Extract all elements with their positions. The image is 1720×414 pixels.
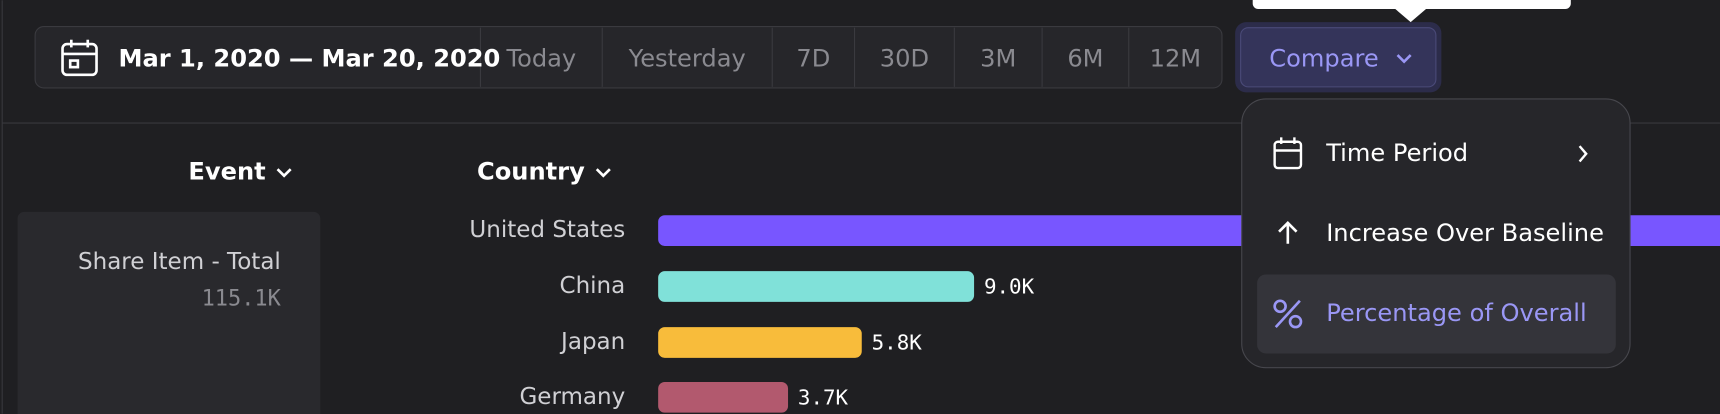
- metric-value: 115.1K: [202, 287, 282, 312]
- menu-item[interactable]: Increase Over Baseline: [1326, 219, 1604, 247]
- menu-item[interactable]: Time Period: [1325, 139, 1468, 167]
- preset-button[interactable]: 6M: [1067, 44, 1103, 72]
- arrow-up-icon: [1278, 221, 1298, 244]
- metric-card: [17, 211, 321, 414]
- tooltip-arrow: [1395, 9, 1427, 23]
- chevron: [276, 168, 292, 178]
- chevron: [595, 168, 611, 178]
- menu-item[interactable]: Percentage of Overall: [1326, 299, 1587, 327]
- submenu-chevron: [1578, 145, 1588, 163]
- compare-chevron: [1396, 54, 1412, 64]
- date-group: [34, 26, 1223, 89]
- metric-name: Share Item - Total: [78, 249, 281, 275]
- category-label: Japan: [559, 329, 625, 355]
- bar: [658, 271, 975, 302]
- dividers: [479, 27, 1130, 87]
- value-label: 5.8K: [872, 331, 923, 355]
- compare-button[interactable]: [1240, 27, 1437, 88]
- value-label: 3.7K: [798, 385, 849, 409]
- compare-label[interactable]: Compare: [1269, 44, 1378, 72]
- calendar-icon: [61, 39, 98, 77]
- preset-button[interactable]: 12M: [1150, 44, 1202, 72]
- date-range[interactable]: Mar 1, 2020 — Mar 20, 2020: [118, 44, 500, 72]
- percent-icon: [1273, 299, 1303, 329]
- preset-button[interactable]: 3M: [980, 44, 1016, 72]
- bar: [658, 381, 789, 413]
- preset-button[interactable]: Today: [505, 44, 576, 72]
- preset-button[interactable]: Yesterday: [628, 44, 746, 72]
- time-period-icon: [1273, 137, 1303, 170]
- category-label: China: [560, 273, 626, 299]
- tooltip: [1252, 0, 1571, 10]
- country-header[interactable]: Country: [477, 157, 585, 185]
- highlight: [1257, 274, 1616, 354]
- category-label: United States: [469, 217, 625, 243]
- preset-button[interactable]: 7D: [796, 44, 830, 72]
- category-label: Germany: [519, 384, 625, 410]
- bar: [658, 327, 862, 358]
- value-label: 9.0K: [984, 275, 1035, 299]
- event-header[interactable]: Event: [188, 157, 265, 185]
- preset-button[interactable]: 30D: [880, 44, 929, 72]
